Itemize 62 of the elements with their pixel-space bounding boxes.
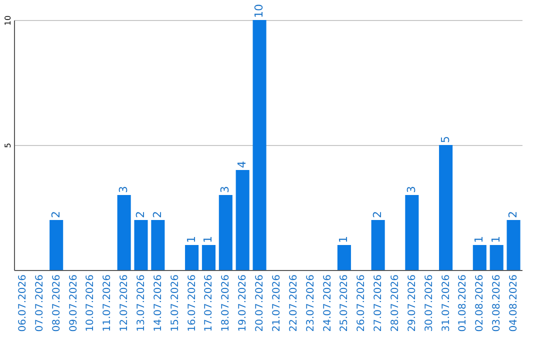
x-tick-label: 22.07.2026 xyxy=(288,274,300,332)
data-label: 5 xyxy=(438,136,452,143)
x-tick-label: 29.07.2026 xyxy=(406,274,418,332)
data-label: 1 xyxy=(202,236,215,243)
x-tick-label: 15.07.2026 xyxy=(170,274,181,332)
bar xyxy=(405,195,419,270)
data-label: 3 xyxy=(218,186,232,193)
x-tick-label: 26.07.2026 xyxy=(356,274,368,332)
data-label: 1 xyxy=(472,236,486,243)
x-tick-label: 31.07.2026 xyxy=(440,274,452,332)
bar xyxy=(252,20,266,270)
x-tick-label: 10.07.2026 xyxy=(85,274,96,332)
data-label: 2 xyxy=(49,211,62,218)
x-tick-label: 06.07.2026 xyxy=(17,274,28,332)
bar xyxy=(490,245,504,270)
bar xyxy=(236,170,250,270)
bar xyxy=(50,220,64,270)
x-tick-label: 27.07.2026 xyxy=(373,274,384,332)
x-tick-label: 02.08.2026 xyxy=(474,274,486,332)
data-label: 2 xyxy=(150,211,164,218)
x-tick-label: 18.07.2026 xyxy=(220,274,232,332)
x-tick-label: 04.08.2026 xyxy=(508,274,520,332)
x-tick-label: 14.07.2026 xyxy=(152,274,164,332)
data-label: 10 xyxy=(252,4,266,18)
x-tick-label: 11.07.2026 xyxy=(102,274,114,332)
x-tick-label: 24.07.2026 xyxy=(322,274,334,332)
bar xyxy=(134,220,148,270)
bar xyxy=(185,245,199,270)
bar xyxy=(202,245,216,270)
data-label: 3 xyxy=(117,186,130,193)
x-tick-label: 20.07.2026 xyxy=(254,274,266,332)
x-tick-label: 01.08.2026 xyxy=(458,274,469,332)
bar xyxy=(472,245,486,270)
x-tick-label: 13.07.2026 xyxy=(136,274,147,332)
data-label: 2 xyxy=(506,211,520,218)
x-tick-label: 25.07.2026 xyxy=(339,274,350,332)
data-label: 1 xyxy=(337,236,350,243)
x-tick-label: 21.07.2026 xyxy=(271,274,282,332)
x-tick-label: 28.07.2026 xyxy=(390,274,401,332)
data-label: 1 xyxy=(184,236,198,243)
bar xyxy=(117,195,131,270)
data-label: 2 xyxy=(371,211,384,218)
x-tick-label: 23.07.2026 xyxy=(305,274,316,332)
data-label: 4 xyxy=(236,161,249,168)
x-tick-label: 16.07.2026 xyxy=(186,274,198,332)
data-label: 1 xyxy=(490,236,503,243)
bar xyxy=(371,220,385,270)
x-tick-label: 19.07.2026 xyxy=(238,274,249,332)
data-label: 2 xyxy=(134,211,147,218)
bar xyxy=(151,220,165,270)
x-tick-label: 30.07.2026 xyxy=(424,274,435,332)
bar xyxy=(506,220,520,270)
data-label: 3 xyxy=(404,186,418,193)
x-tick-label: 17.07.2026 xyxy=(204,274,215,332)
x-tick-label: 08.07.2026 xyxy=(51,274,62,332)
bar xyxy=(439,145,453,270)
x-tick-label: 03.08.2026 xyxy=(492,274,503,332)
x-tick-label: 12.07.2026 xyxy=(119,274,130,332)
bar xyxy=(218,195,232,270)
bar xyxy=(337,245,351,270)
x-tick-label: 09.07.2026 xyxy=(68,274,80,332)
x-tick-label: 07.07.2026 xyxy=(34,274,46,332)
